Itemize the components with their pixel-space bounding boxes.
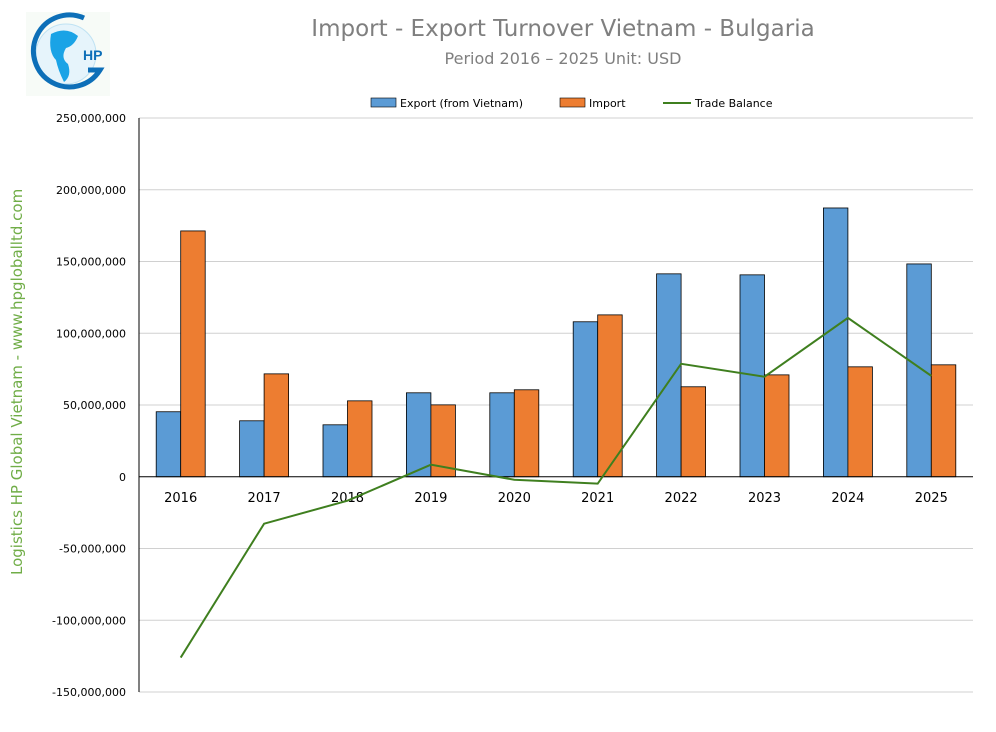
bar-export [906, 263, 932, 478]
bar-import [680, 386, 706, 478]
x-tick-label: 2023 [748, 491, 781, 506]
bar-import [263, 373, 290, 478]
x-tick-label: 2024 [831, 491, 864, 506]
svg-text:HP: HP [83, 47, 102, 63]
x-tick-label: 2017 [248, 491, 281, 506]
y-tick-label: 150,000,000 [56, 256, 126, 269]
x-tick-label: 2016 [164, 491, 197, 506]
y-tick-label: -50,000,000 [59, 543, 126, 556]
legend-swatch [370, 97, 397, 108]
chart-title: Import - Export Turnover Vietnam - Bulga… [311, 16, 815, 42]
bar-export [572, 321, 599, 478]
x-tick-label: 2019 [414, 491, 447, 506]
x-tick-label: 2021 [581, 491, 614, 506]
x-tick-label: 2025 [915, 491, 948, 506]
bar-import [764, 374, 790, 478]
bar-import [180, 230, 206, 478]
bar-export [656, 273, 682, 478]
bar-import [347, 400, 373, 478]
globe-logo-icon: HP [31, 12, 105, 90]
legend-label: Export (from Vietnam) [400, 97, 523, 110]
y-tick-label: 200,000,000 [56, 184, 126, 197]
y-tick-label: 100,000,000 [56, 327, 126, 340]
bar-import [513, 389, 540, 478]
bar-export [239, 420, 265, 478]
x-tick-label: 2022 [665, 491, 698, 506]
chart-subtitle: Period 2016 – 2025 Unit: USD [444, 49, 682, 68]
trade-balance-line [179, 316, 932, 659]
bar-export [405, 392, 432, 478]
y-tick-label: 250,000,000 [56, 112, 126, 125]
x-tick-label: 2020 [498, 491, 531, 506]
bar-export [489, 392, 515, 478]
y-tick-label: 50,000,000 [63, 399, 126, 412]
bar-export [155, 411, 182, 478]
bar-import [597, 314, 623, 478]
bar-import [847, 366, 873, 478]
legend-swatch [559, 97, 586, 108]
company-logo: HP [26, 12, 110, 96]
y-tick-label: -100,000,000 [52, 614, 126, 627]
y-tick-label: -150,000,000 [52, 686, 126, 699]
bar-export [823, 207, 849, 478]
bar-export [322, 424, 348, 478]
legend-label: Trade Balance [694, 97, 773, 110]
bar-import [930, 364, 957, 478]
y-tick-label: 0 [119, 471, 126, 484]
legend-label: Import [589, 97, 626, 110]
